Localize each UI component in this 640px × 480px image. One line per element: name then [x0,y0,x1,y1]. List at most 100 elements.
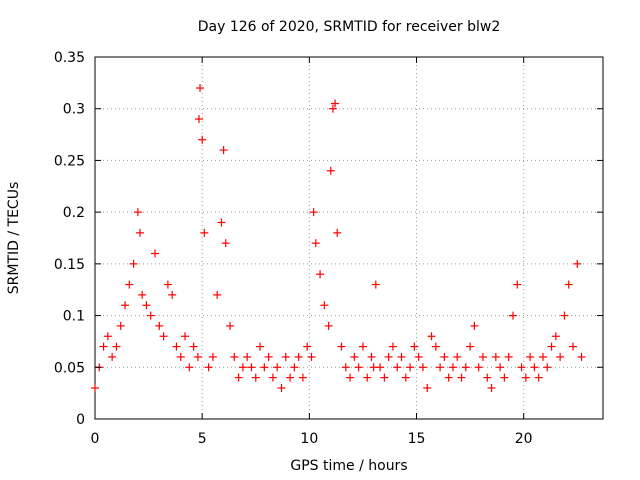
data-point-marker [294,352,303,361]
data-point-marker [277,383,286,392]
data-point-marker [547,342,556,351]
data-marks-group [91,84,586,392]
data-point-marker [112,342,121,351]
data-point-marker [474,363,483,372]
data-point-marker [311,239,320,248]
data-point-marker [303,342,312,351]
data-point-marker [256,342,265,351]
data-point-marker [384,352,393,361]
data-point-marker [234,373,243,382]
data-point-marker [466,342,475,351]
data-point-marker [530,363,539,372]
data-point-marker [247,363,256,372]
data-point-marker [470,321,479,330]
data-point-marker [136,228,145,237]
data-point-marker [333,228,342,237]
grid-group [95,57,603,419]
data-point-marker [453,352,462,361]
data-point-marker [496,363,505,372]
data-point-marker [226,321,235,330]
y-tick-label: 0.3 [63,102,85,118]
data-point-marker [556,352,565,361]
data-point-marker [526,352,535,361]
data-point-marker [380,373,389,382]
data-point-marker [264,352,273,361]
data-point-marker [159,332,168,341]
data-point-marker [260,363,269,372]
data-point-marker [193,352,202,361]
data-point-marker [371,280,380,289]
data-point-marker [125,280,134,289]
data-point-marker [181,332,190,341]
data-point-marker [508,311,517,320]
y-tick-label: 0.1 [63,309,85,325]
data-point-marker [367,352,376,361]
data-point-marker [363,373,372,382]
data-point-marker [393,363,402,372]
y-axis-label: SRMTID / TECUs [6,182,22,295]
data-point-marker [440,352,449,361]
data-point-marker [185,363,194,372]
data-point-marker [116,321,125,330]
data-point-marker [238,363,247,372]
data-point-marker [401,373,410,382]
x-axis-label: GPS time / hours [290,458,407,474]
data-point-marker [448,363,457,372]
data-point-marker [564,280,573,289]
data-point-marker [376,363,385,372]
data-point-marker [337,342,346,351]
data-point-marker [517,363,526,372]
data-point-marker [219,146,228,155]
data-point-marker [309,208,318,217]
data-point-marker [324,321,333,330]
data-point-marker [208,352,217,361]
data-point-marker [388,342,397,351]
x-tick-label: 5 [198,431,207,447]
x-tick-label: 15 [408,431,426,447]
data-point-marker [457,373,466,382]
data-point-marker [204,363,213,372]
y-tick-label: 0.25 [54,153,85,169]
data-point-marker [251,373,260,382]
data-point-marker [341,363,350,372]
data-point-marker [436,363,445,372]
y-tick-label: 0 [76,412,85,428]
data-point-marker [461,363,470,372]
data-point-marker [172,342,181,351]
data-point-marker [483,373,492,382]
data-point-marker [200,228,209,237]
data-point-marker [163,280,172,289]
data-point-marker [358,342,367,351]
data-point-marker [307,352,316,361]
data-point-marker [189,342,198,351]
data-point-marker [194,115,203,124]
data-point-marker [268,373,277,382]
data-point-marker [331,99,340,108]
x-tick-label: 10 [300,431,318,447]
data-point-marker [431,342,440,351]
data-point-marker [513,280,522,289]
x-tick-label: 20 [515,431,533,447]
data-point-marker [286,373,295,382]
x-tick-label: 0 [91,431,100,447]
data-point-marker [500,373,509,382]
data-point-marker [543,363,552,372]
data-point-marker [326,166,335,175]
data-point-marker [103,332,112,341]
data-point-marker [504,352,513,361]
data-point-marker [213,290,222,299]
data-point-marker [290,363,299,372]
data-point-marker [196,84,205,93]
data-point-marker [281,352,290,361]
y-tick-label: 0.35 [54,50,85,66]
data-point-marker [354,363,363,372]
y-tick-label: 0.2 [63,205,85,221]
data-point-marker [198,135,207,144]
data-point-marker [538,352,547,361]
data-point-marker [146,311,155,320]
tick-group: 0 5 10 15 20 0 0.05 0.1 0.15 0.2 0.25 0.3 0.35 [54,50,603,447]
data-point-marker [221,239,230,248]
data-point-marker [99,342,108,351]
